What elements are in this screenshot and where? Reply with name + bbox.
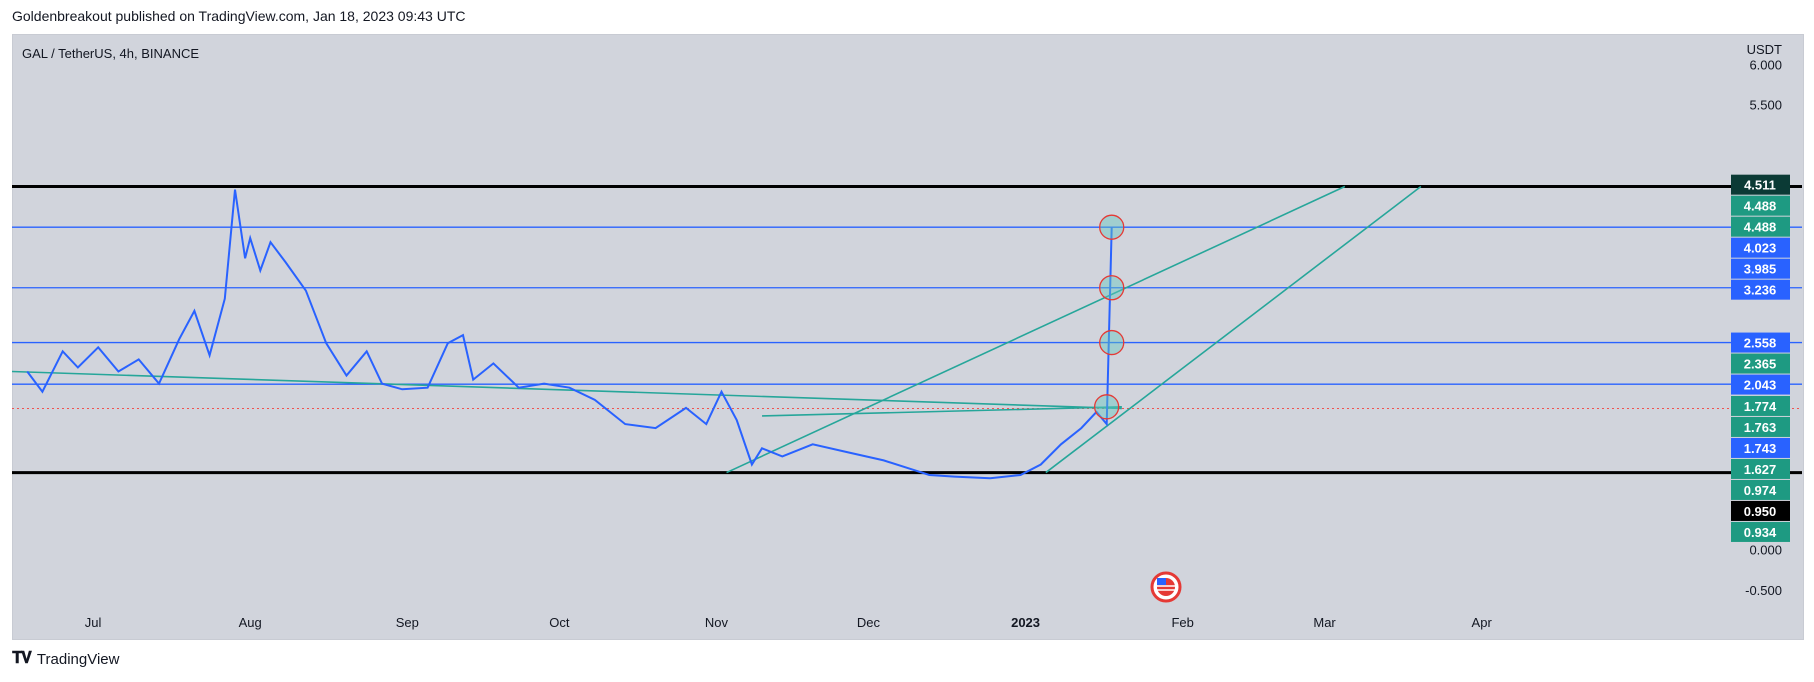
- price-label-7: 2.365: [1731, 353, 1790, 374]
- price-label-bg-7: [1731, 353, 1790, 374]
- x-tick-4: Nov: [705, 615, 729, 630]
- price-label-10: 1.763: [1731, 416, 1790, 437]
- price-label-text-13: 0.974: [1744, 483, 1777, 498]
- x-tick-8: Mar: [1313, 615, 1336, 630]
- price-label-bg-5: [1731, 279, 1790, 300]
- price-label-bg-4: [1731, 258, 1790, 279]
- price-label-bg-12: [1731, 458, 1790, 479]
- highlight-circle-1: [1099, 275, 1125, 301]
- y-tick-3: -0.500: [1745, 583, 1782, 598]
- price-label-bg-14: [1731, 500, 1790, 521]
- price-label-12: 1.627: [1731, 458, 1790, 479]
- price-label-text-14: 0.950: [1744, 504, 1777, 519]
- price-label-14: 0.950: [1731, 500, 1790, 521]
- y-tick-2: 0.000: [1749, 542, 1782, 557]
- price-label-text-11: 1.743: [1744, 441, 1777, 456]
- price-label-text-15: 0.934: [1744, 525, 1777, 540]
- price-label-bg-8: [1731, 374, 1790, 395]
- x-tick-5: Dec: [857, 615, 881, 630]
- x-tick-7: Feb: [1171, 615, 1193, 630]
- price-label-text-10: 1.763: [1744, 420, 1777, 435]
- price-label-13: 0.974: [1731, 479, 1790, 500]
- x-tick-2: Sep: [396, 615, 419, 630]
- currency-label: USDT: [1746, 42, 1782, 57]
- price-label-text-0: 4.511: [1744, 178, 1776, 193]
- price-label-8: 2.043: [1731, 374, 1790, 395]
- x-tick-1: Aug: [239, 615, 262, 630]
- price-label-bg-10: [1731, 416, 1790, 437]
- price-label-5: 3.236: [1731, 279, 1790, 300]
- price-label-bg-3: [1731, 237, 1790, 258]
- price-label-bg-11: [1731, 437, 1790, 458]
- price-label-0: 4.511: [1731, 174, 1790, 195]
- price-series-line: [26, 189, 1113, 480]
- price-label-bg-2: [1731, 216, 1790, 237]
- symbol-title: GAL / TetherUS, 4h, BINANCE: [22, 46, 200, 61]
- price-label-1: 4.488: [1731, 195, 1790, 216]
- trend-line-0: [11, 370, 1122, 410]
- footer-brand[interactable]: 𝐓𝐕 TradingView: [12, 650, 119, 668]
- x-tick-0: Jul: [85, 615, 102, 630]
- price-label-3: 4.023: [1731, 237, 1790, 258]
- price-label-text-4: 3.985: [1744, 262, 1777, 277]
- price-label-text-12: 1.627: [1744, 462, 1777, 477]
- flag-icon[interactable]: [1150, 571, 1182, 603]
- tradingview-logo-icon: 𝐓𝐕: [12, 650, 32, 667]
- x-tick-6: 2023: [1011, 615, 1040, 630]
- highlight-circle-2: [1099, 329, 1125, 356]
- trend-lines: [11, 185, 1422, 474]
- y-tick-1: 5.500: [1749, 98, 1782, 113]
- trend-line-2: [726, 185, 1346, 474]
- highlight-circle-0: [1099, 214, 1125, 240]
- price-label-text-6: 2.558: [1744, 336, 1777, 351]
- horizontal-levels: [12, 185, 1802, 475]
- x-tick-3: Oct: [549, 615, 570, 630]
- price-labels: 4.511 4.488 4.488 4.023 3.985 3.236 2.558 2.365…: [1731, 174, 1790, 542]
- price-label-bg-1: [1731, 195, 1790, 216]
- price-label-text-7: 2.365: [1744, 357, 1777, 372]
- price-label-6: 2.558: [1731, 332, 1790, 353]
- price-label-bg-6: [1731, 332, 1790, 353]
- y-tick-0: 6.000: [1749, 57, 1782, 72]
- price-label-9: 1.774: [1731, 395, 1790, 416]
- trend-line-1: [762, 406, 1122, 417]
- price-label-bg-13: [1731, 479, 1790, 500]
- price-label-text-8: 2.043: [1744, 378, 1777, 393]
- price-label-text-1: 4.488: [1744, 199, 1777, 214]
- price-label-text-5: 3.236: [1744, 283, 1777, 298]
- publisher-line: Goldenbreakout published on TradingView.…: [12, 8, 466, 24]
- x-tick-9: Apr: [1472, 615, 1493, 630]
- price-label-bg-9: [1731, 395, 1790, 416]
- price-label-15: 0.934: [1731, 521, 1790, 542]
- chart-panel[interactable]: [12, 34, 1804, 640]
- price-label-4: 3.985: [1731, 258, 1790, 279]
- highlight-circles: [1094, 214, 1125, 420]
- brand-label: TradingView: [36, 650, 120, 668]
- x-axis-ticks: Jul Aug Sep Oct Nov Dec 2023 Feb Mar Apr: [85, 615, 1493, 630]
- price-label-11: 1.743: [1731, 437, 1790, 458]
- price-label-text-2: 4.488: [1744, 220, 1777, 235]
- price-label-text-9: 1.774: [1744, 399, 1777, 414]
- price-label-bg-15: [1731, 521, 1790, 542]
- price-label-bg-0: [1731, 174, 1790, 195]
- trend-line-3: [1045, 185, 1422, 474]
- price-label-2: 4.488: [1731, 216, 1790, 237]
- price-label-text-3: 4.023: [1744, 241, 1777, 256]
- highlight-circle-3: [1094, 394, 1120, 420]
